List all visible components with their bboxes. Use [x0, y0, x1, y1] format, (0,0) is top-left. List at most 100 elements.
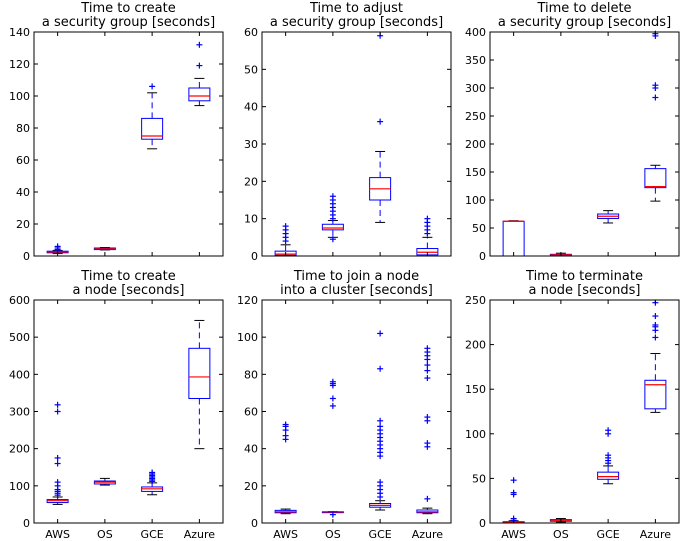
flier-point	[196, 41, 203, 48]
flier-point	[652, 94, 659, 101]
flier-point	[282, 421, 289, 428]
y-tick-label: 30	[244, 138, 258, 151]
y-tick-label: 300	[465, 82, 486, 95]
y-tick-label: 50	[472, 222, 486, 235]
y-tick-label: 100	[465, 194, 486, 207]
y-tick-label: 0	[479, 517, 486, 530]
flier-point	[424, 495, 431, 502]
flier-point	[377, 417, 384, 424]
plot-frame	[489, 299, 680, 524]
x-tick-label: OS	[553, 528, 569, 541]
y-tick-label: 20	[244, 175, 258, 188]
flier-point	[652, 82, 659, 89]
flier-point	[377, 118, 384, 125]
y-tick-label: 0	[479, 250, 486, 263]
y-tick-label: 60	[244, 26, 258, 39]
y-tick-label: 100	[9, 90, 30, 103]
flier-point	[377, 330, 384, 337]
y-tick-label: 400	[9, 368, 30, 381]
box-body	[188, 347, 211, 399]
flier-point	[377, 423, 384, 430]
y-tick-label: 250	[465, 294, 486, 307]
y-tick-label: 40	[244, 443, 258, 456]
flier-point	[424, 367, 431, 374]
box-os	[93, 247, 116, 251]
chart-title-line: into a cluster [seconds]	[280, 283, 433, 298]
y-tick-label: 40	[16, 186, 30, 199]
box-body	[502, 220, 525, 257]
box-gce	[597, 427, 620, 485]
box-body	[188, 87, 211, 102]
y-tick-label: 10	[244, 213, 258, 226]
box-gce	[141, 469, 164, 496]
plot-frame	[261, 31, 452, 257]
y-tick-label: 60	[16, 154, 30, 167]
y-tick-label: 20	[16, 218, 30, 231]
box-body	[644, 168, 667, 189]
flier-point	[329, 193, 336, 200]
flier-point	[54, 460, 61, 467]
box-os	[321, 193, 344, 243]
flier-point	[54, 401, 61, 408]
box-body	[141, 117, 164, 140]
y-tick-label: 0	[251, 250, 258, 263]
flier-point	[652, 313, 659, 320]
y-tick-label: 50	[244, 63, 258, 76]
flier-point	[510, 489, 517, 496]
y-tick-label: 0	[251, 517, 258, 530]
flier-point	[377, 365, 384, 372]
chart-title-line: a security group [seconds]	[270, 15, 443, 30]
chart-title-line: a node [seconds]	[529, 283, 641, 298]
flier-point	[424, 345, 431, 352]
chart-title-line: Time to terminate	[525, 269, 643, 284]
chart-title-line: Time to create	[80, 1, 175, 16]
box-os	[93, 477, 116, 486]
x-tick-label: AWS	[273, 528, 298, 541]
box-gce	[597, 210, 620, 224]
y-tick-label: 150	[465, 383, 486, 396]
chart-title-line: a security group [seconds]	[498, 15, 671, 30]
chart-title-line: a node [seconds]	[73, 283, 185, 298]
chart-title-line: Time to create	[80, 269, 175, 284]
box-body	[597, 471, 620, 480]
flier-point	[196, 62, 203, 69]
x-tick-label: OS	[325, 528, 341, 541]
box-gce	[369, 330, 392, 511]
chart-title-line: a security group [seconds]	[42, 15, 215, 30]
box-aws	[274, 421, 297, 515]
y-tick-label: 80	[16, 122, 30, 135]
y-tick-label: 60	[244, 406, 258, 419]
flier-point	[605, 452, 612, 459]
flier-point	[424, 215, 431, 222]
x-tick-label: OS	[97, 528, 113, 541]
flier-point	[329, 395, 336, 402]
y-tick-label: 0	[23, 517, 30, 530]
flier-point	[652, 334, 659, 341]
flier-point	[54, 408, 61, 415]
box-azure	[416, 215, 439, 257]
chart-title-line: Time to join a node	[293, 269, 419, 284]
flier-point	[282, 432, 289, 439]
flier-point	[329, 511, 336, 518]
plot-frame	[489, 31, 680, 257]
x-tick-label: GCE	[141, 528, 164, 541]
y-tick-label: 120	[9, 58, 30, 71]
box-azure	[188, 319, 211, 450]
x-tick-label: AWS	[45, 528, 70, 541]
flier-point	[605, 427, 612, 434]
y-tick-label: 300	[9, 406, 30, 419]
chart-title-line: Time to adjust	[309, 1, 403, 16]
y-tick-label: 100	[237, 331, 258, 344]
x-tick-label: GCE	[369, 528, 392, 541]
flier-point	[282, 223, 289, 230]
y-tick-label: 400	[465, 26, 486, 39]
box-aws	[502, 477, 525, 524]
y-tick-label: 140	[9, 26, 30, 39]
x-tick-label: GCE	[597, 528, 620, 541]
flier-point	[424, 362, 431, 369]
y-tick-label: 40	[244, 101, 258, 114]
